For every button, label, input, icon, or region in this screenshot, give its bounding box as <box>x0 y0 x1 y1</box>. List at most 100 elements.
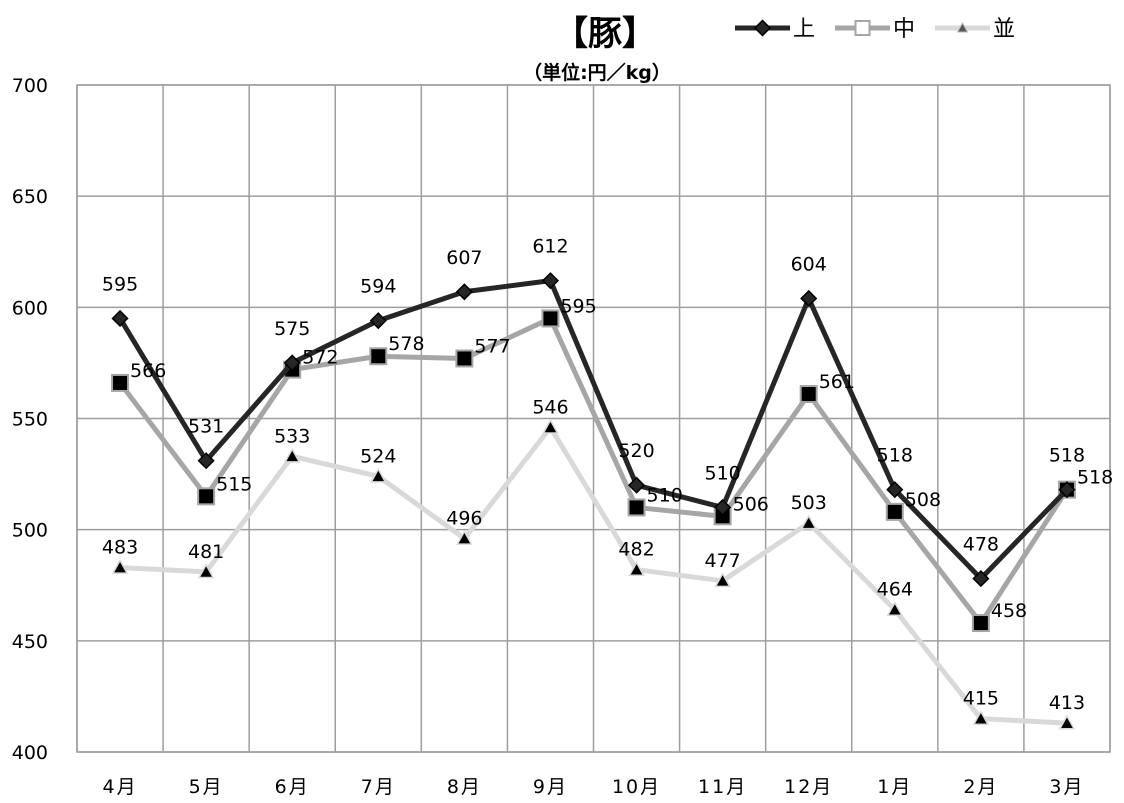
data-point <box>369 347 388 366</box>
x-tick-label: 4月 <box>102 776 137 798</box>
data-label: 478 <box>963 534 999 556</box>
data-label: 464 <box>877 579 913 601</box>
x-tick-label: 7月 <box>361 776 396 798</box>
data-point <box>541 272 560 290</box>
data-point <box>886 481 904 499</box>
data-label: 577 <box>474 335 510 357</box>
data-point <box>283 447 301 463</box>
data-point <box>197 563 215 579</box>
data-label: 482 <box>618 539 654 561</box>
legend-label: 並 <box>993 17 1015 42</box>
data-point <box>971 614 990 633</box>
data-label: 566 <box>130 360 166 382</box>
data-label: 594 <box>360 276 396 298</box>
data-point <box>800 289 818 308</box>
data-label: 510 <box>704 462 740 484</box>
series-line <box>117 278 1069 582</box>
x-tick-label: 6月 <box>275 776 310 798</box>
x-tick-label: 3月 <box>1049 776 1084 798</box>
data-label: 533 <box>274 425 310 447</box>
data-label: 515 <box>216 473 252 495</box>
data-label: 506 <box>733 493 769 515</box>
data-point <box>972 570 990 588</box>
data-point <box>800 514 817 530</box>
series-square <box>111 309 1076 633</box>
legend-label: 上 <box>793 17 815 42</box>
data-point <box>370 467 387 483</box>
y-tick-label: 550 <box>12 409 48 431</box>
data-label: 612 <box>532 236 568 258</box>
data-label: 546 <box>532 396 568 418</box>
legend-entry: 並 <box>935 17 1015 42</box>
data-label: 510 <box>647 484 683 506</box>
chart-subtitle: （単位:円／kg） <box>523 61 671 84</box>
series-line <box>119 424 1068 726</box>
data-point <box>111 558 129 574</box>
data-label: 508 <box>905 489 941 511</box>
data-point <box>885 502 904 521</box>
series-triangle <box>111 418 1076 730</box>
x-tick-label: 8月 <box>447 776 482 798</box>
data-labels-square: 566 515 572 578 577 595 510 506 561 508 458 518 <box>130 295 1113 622</box>
data-label: 458 <box>991 600 1027 622</box>
data-label: 531 <box>188 416 224 438</box>
data-label: 503 <box>791 492 827 514</box>
data-point <box>1058 714 1076 730</box>
data-point <box>111 309 129 328</box>
x-tick-label: 9月 <box>533 776 568 798</box>
y-tick-label: 650 <box>12 186 48 208</box>
legend-entry: 上 <box>735 17 815 42</box>
data-point <box>456 530 473 545</box>
data-label: 518 <box>1049 445 1085 467</box>
y-tick-label: 500 <box>12 520 48 542</box>
data-label: 481 <box>188 541 224 563</box>
chart-title: 【豚】 <box>554 14 656 54</box>
data-label: 578 <box>388 333 424 355</box>
x-tick-label: 2月 <box>963 776 998 798</box>
plot-area: 400 450 500 550 600 650 700 4月 5月 6月 7月 8月 9月 10月 11月 1… <box>12 75 1113 798</box>
data-label: 524 <box>360 445 396 467</box>
x-tick-label: 1月 <box>877 776 912 798</box>
data-point <box>455 283 473 301</box>
y-tick-label: 600 <box>12 297 48 319</box>
data-label: 518 <box>877 445 913 467</box>
data-point <box>197 487 216 506</box>
data-point <box>886 601 904 617</box>
data-label: 604 <box>791 253 827 275</box>
data-point <box>627 476 646 494</box>
data-point <box>627 498 646 517</box>
data-label: 518 <box>1077 467 1113 489</box>
data-labels-triangle: 483 481 533 524 496 546 482 477 503 464 415 413 <box>102 396 1085 714</box>
data-point <box>799 385 818 404</box>
data-point <box>455 349 474 368</box>
legend-marker <box>854 20 871 36</box>
x-tick-label: 12月 <box>784 776 833 798</box>
data-label: 595 <box>560 295 596 317</box>
data-labels-diamond: 595 531 575 594 607 612 520 510 604 518 478 518 <box>102 236 1085 556</box>
data-label: 477 <box>704 550 740 572</box>
data-label: 413 <box>1049 692 1085 714</box>
y-tick-label: 400 <box>12 742 48 764</box>
data-label: 607 <box>446 247 482 269</box>
data-point <box>714 498 732 516</box>
y-tick-label: 700 <box>12 75 48 97</box>
data-label: 561 <box>819 371 855 393</box>
x-tick-label: 11月 <box>698 776 747 798</box>
legend-marker <box>956 21 969 33</box>
data-point <box>972 710 990 725</box>
data-label: 496 <box>446 508 482 530</box>
data-point <box>369 312 387 330</box>
data-label: 595 <box>102 273 138 295</box>
series-diamond <box>111 272 1076 588</box>
legend-marker <box>753 19 772 37</box>
data-point <box>197 452 215 470</box>
x-tick-label: 10月 <box>612 776 661 798</box>
data-point <box>541 309 560 328</box>
data-point <box>111 373 130 392</box>
y-tick-label: 450 <box>12 631 48 653</box>
legend-entry: 中 <box>835 17 915 42</box>
data-point <box>1058 481 1076 499</box>
data-label: 415 <box>963 688 999 710</box>
data-label: 520 <box>618 440 654 462</box>
